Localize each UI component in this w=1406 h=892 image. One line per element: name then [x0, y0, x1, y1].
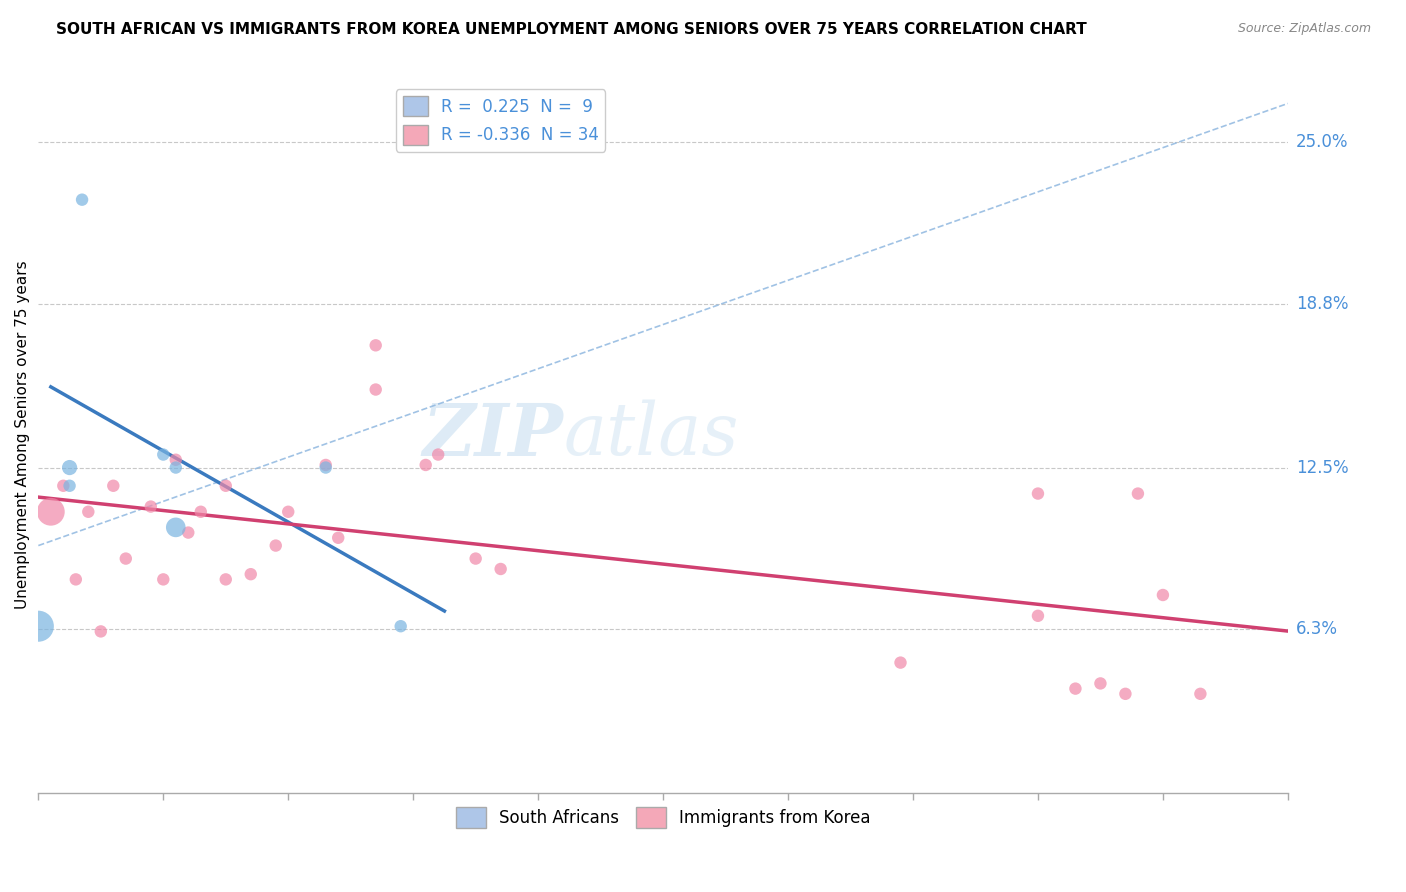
Point — [1064, 681, 1087, 696]
Point — [1026, 486, 1049, 500]
Text: ZIP: ZIP — [422, 400, 564, 471]
Point — [1152, 588, 1174, 602]
Point — [152, 448, 174, 462]
Point — [39, 505, 62, 519]
Point — [315, 460, 337, 475]
Y-axis label: Unemployment Among Seniors over 75 years: Unemployment Among Seniors over 75 years — [15, 260, 30, 609]
Point — [427, 448, 450, 462]
Point — [1026, 608, 1049, 623]
Point — [364, 338, 387, 352]
Point — [1126, 486, 1149, 500]
Point — [364, 383, 387, 397]
Point — [139, 500, 162, 514]
Point — [58, 460, 80, 475]
Point — [152, 573, 174, 587]
Point — [277, 505, 299, 519]
Point — [103, 479, 125, 493]
Text: 25.0%: 25.0% — [1296, 134, 1348, 152]
Point — [190, 505, 212, 519]
Point — [239, 567, 262, 582]
Point — [165, 460, 187, 475]
Point — [27, 619, 49, 633]
Point — [114, 551, 136, 566]
Point — [177, 525, 200, 540]
Point — [489, 562, 512, 576]
Point — [1189, 687, 1212, 701]
Point — [65, 573, 87, 587]
Text: Source: ZipAtlas.com: Source: ZipAtlas.com — [1237, 22, 1371, 36]
Point — [77, 505, 100, 519]
Point — [70, 193, 93, 207]
Point — [1090, 676, 1112, 690]
Text: 12.5%: 12.5% — [1296, 458, 1348, 476]
Point — [328, 531, 350, 545]
Point — [415, 458, 437, 472]
Point — [215, 479, 238, 493]
Text: SOUTH AFRICAN VS IMMIGRANTS FROM KOREA UNEMPLOYMENT AMONG SENIORS OVER 75 YEARS : SOUTH AFRICAN VS IMMIGRANTS FROM KOREA U… — [56, 22, 1087, 37]
Point — [58, 479, 80, 493]
Point — [90, 624, 112, 639]
Point — [464, 551, 486, 566]
Text: 6.3%: 6.3% — [1296, 620, 1339, 638]
Text: 18.8%: 18.8% — [1296, 294, 1348, 313]
Point — [389, 619, 412, 633]
Legend: South Africans, Immigrants from Korea: South Africans, Immigrants from Korea — [449, 801, 877, 834]
Text: atlas: atlas — [564, 400, 738, 470]
Point — [52, 479, 75, 493]
Point — [889, 656, 911, 670]
Point — [1114, 687, 1136, 701]
Point — [264, 539, 287, 553]
Point — [165, 520, 187, 534]
Point — [165, 452, 187, 467]
Point — [315, 458, 337, 472]
Point — [215, 573, 238, 587]
